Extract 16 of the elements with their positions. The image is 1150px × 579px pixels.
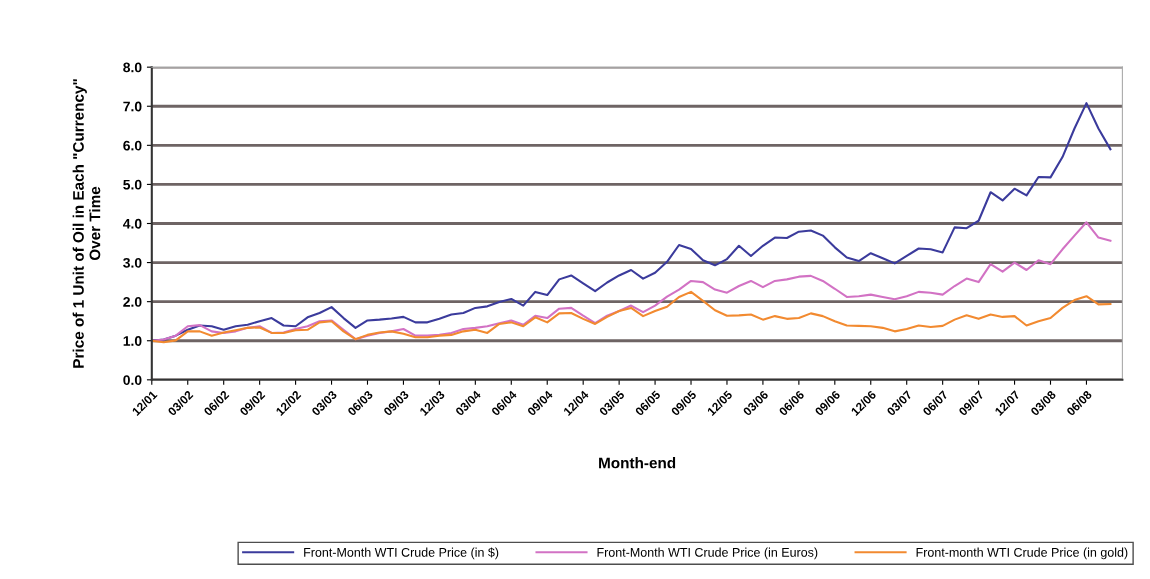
legend-label: Front-month WTI Crude Price (in gold) [916,547,1128,560]
y-axis-title: Price of 1 Unit of Oil in Each "Currency" Over Time [72,79,101,368]
line-series [151,290,1112,344]
y-tick-label: 8.0 [123,62,142,73]
y-tick-label: 2.0 [123,296,142,307]
y-tick-label: 5.0 [123,179,142,190]
y-tick-label: 4.0 [122,218,142,229]
legend-label: Front-Month WTI Crude Price (in $) [304,547,499,560]
y-tick-label: 6.0 [123,140,142,151]
y-tick-label: 7.0 [123,101,142,112]
y-tick-label: 1.0 [123,336,142,346]
x-axis-title: Month-end [599,457,676,469]
legend-label: Front-Month WTI Crude Price (in Euros) [597,547,818,560]
line-series [151,221,1112,342]
y-tick-label: 3.0 [123,257,142,268]
y-tick-label: 0.0 [123,375,142,385]
